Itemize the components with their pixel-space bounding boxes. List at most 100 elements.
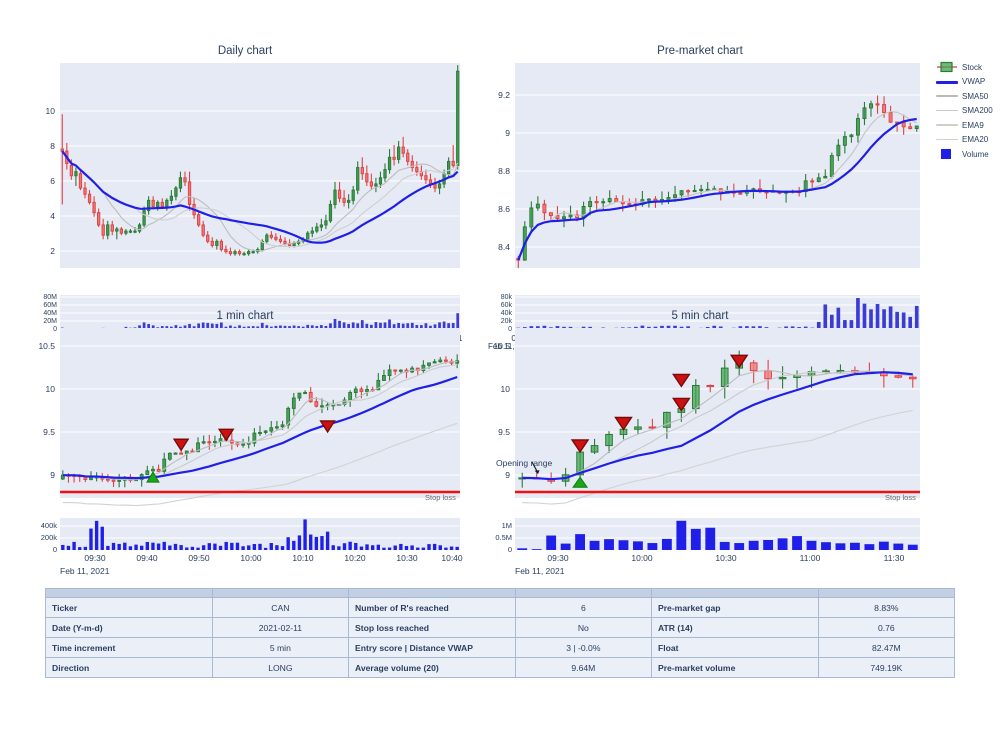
svg-text:0: 0	[508, 326, 512, 333]
svg-text:80M: 80M	[43, 294, 57, 301]
legend-label-ema20: EMA20	[962, 135, 989, 145]
cell-key-stop-loss-reached: Stop loss reached	[347, 617, 516, 638]
svg-text:20M: 20M	[43, 318, 57, 325]
onemin-chart-canvas[interactable]: 10.5 10 9.5 9	[20, 310, 470, 510]
svg-text:9: 9	[505, 128, 510, 138]
onemin-candles	[60, 354, 460, 488]
line-icon-sma50	[936, 90, 958, 102]
svg-text:80k: 80k	[501, 294, 513, 301]
fivemin-chart-panel: 5 min chart 10.5 10 9.5 9 Open	[470, 310, 930, 576]
svg-text:10.5: 10.5	[493, 341, 510, 351]
trade-summary-table: Ticker CAN Number of R's reached 6 Pre-m…	[45, 588, 956, 678]
onemin-ema9-line	[62, 360, 458, 481]
chart-legend: Stock VWAP SMA50 SMA200 EMA9 EMA20 Volum…	[936, 60, 1000, 162]
svg-text:0: 0	[53, 545, 57, 554]
cell-value-atr: 0.76	[817, 617, 956, 638]
svg-text:2: 2	[50, 246, 55, 256]
svg-text:10: 10	[46, 384, 56, 394]
onemin-xtick-7: 10:40	[441, 553, 463, 563]
cell-key-r-reached: Number of R's reached	[347, 597, 516, 618]
legend-label-volume: Volume	[962, 149, 989, 159]
svg-text:10: 10	[46, 106, 56, 116]
legend-label-sma50: SMA50	[962, 91, 989, 101]
fivemin-sma-line	[522, 409, 913, 505]
svg-text:40M: 40M	[43, 310, 57, 317]
cell-value-premarket-gap: 8.83%	[817, 597, 956, 618]
premarket-date-label: Feb 11, 2021	[488, 342, 535, 351]
svg-text:0: 0	[53, 326, 57, 333]
legend-item-ema9[interactable]: EMA9	[936, 118, 1000, 133]
daily-vwap-line	[61, 150, 459, 244]
table-row: Time increment 5 min Entry score | Dista…	[45, 637, 956, 658]
onemin-xtick-4: 10:10	[292, 553, 314, 563]
svg-text:0: 0	[508, 545, 512, 554]
fivemin-ema9-line	[522, 369, 913, 480]
line-icon-ema9	[936, 119, 958, 131]
cell-key-date: Date (Y-m-d)	[45, 617, 213, 638]
fivemin-date-label: Feb 11, 2021	[515, 566, 565, 576]
daily-chart-canvas[interactable]: 10 8 6 4 2	[20, 45, 470, 300]
candle-icon	[936, 61, 958, 73]
onemin-xtick-0: 09:30	[84, 553, 106, 563]
cell-value-r-reached: 6	[514, 597, 652, 618]
daily-sma50-line	[61, 150, 459, 252]
fivemin-xtick-1: 10:00	[631, 553, 653, 563]
cell-value-average-volume: 9.64M	[514, 657, 652, 678]
legend-item-sma50[interactable]: SMA50	[936, 89, 1000, 104]
svg-text:8.4: 8.4	[498, 242, 510, 252]
legend-item-stock[interactable]: Stock	[936, 60, 1000, 75]
svg-text:200k: 200k	[41, 533, 58, 542]
svg-text:9.5: 9.5	[43, 427, 55, 437]
fivemin-xtick-0: 09:30	[547, 553, 569, 563]
legend-item-vwap[interactable]: VWAP	[936, 75, 1000, 90]
cell-key-atr: ATR (14)	[650, 617, 819, 638]
table-row: Direction LONG Average volume (20) 9.64M…	[45, 657, 956, 678]
cell-value-float: 82.47M	[817, 637, 956, 658]
onemin-xtick-5: 10:20	[344, 553, 366, 563]
svg-text:10: 10	[501, 384, 511, 394]
legend-item-sma200[interactable]: SMA200	[936, 104, 1000, 119]
fivemin-volume-canvas[interactable]: 1M 0.5M 0 09:30 10:00 10:30 11:00 11:30	[470, 510, 930, 566]
cell-key-average-volume: Average volume (20)	[347, 657, 516, 678]
cell-value-entry-score: 3 | -0.0%	[514, 637, 652, 658]
svg-text:20k: 20k	[501, 318, 513, 325]
onemin-stop-loss-label: Stop loss	[425, 493, 456, 502]
svg-text:40k: 40k	[501, 310, 513, 317]
onemin-chart-title: 1 min chart	[216, 310, 274, 322]
line-icon-sma200	[936, 105, 958, 117]
onemin-date-label: Feb 11, 2021	[60, 566, 110, 576]
fivemin-chart-canvas[interactable]: 10.5 10 9.5 9	[470, 310, 930, 510]
fivemin-vwap-line	[522, 371, 913, 481]
svg-text:8.6: 8.6	[498, 204, 510, 214]
premarket-chart-canvas[interactable]: 9.2 9 8.8 8.6 8.4	[470, 45, 930, 300]
cell-key-premarket-volume: Pre-market volume	[650, 657, 819, 678]
svg-text:4: 4	[50, 211, 55, 221]
svg-text:10.5: 10.5	[38, 341, 55, 351]
legend-label-sma200: SMA200	[962, 106, 993, 116]
cell-key-premarket-gap: Pre-market gap	[650, 597, 819, 618]
cell-value-premarket-volume: 749.19K	[817, 657, 956, 678]
fivemin-xtick-3: 11:00	[800, 553, 821, 563]
legend-item-ema20[interactable]: EMA20	[936, 133, 1000, 148]
cell-key-ticker: Ticker	[45, 597, 213, 618]
daily-chart-panel: Daily chart 10 8 6 4 2	[20, 45, 470, 343]
legend-item-volume[interactable]: Volume	[936, 147, 1000, 162]
line-icon-vwap	[936, 76, 958, 88]
svg-text:400k: 400k	[41, 521, 58, 530]
table-header-row	[45, 588, 956, 598]
onemin-xtick-6: 10:30	[396, 553, 418, 563]
onemin-sma-line	[62, 422, 458, 507]
cell-value-date: 2021-02-11	[211, 617, 349, 638]
daily-chart-title: Daily chart	[217, 45, 273, 57]
onemin-vwap-line	[62, 376, 458, 480]
legend-label-stock: Stock	[962, 62, 983, 72]
cell-value-time-increment: 5 min	[211, 637, 349, 658]
table-row: Date (Y-m-d) 2021-02-11 Stop loss reache…	[45, 617, 956, 638]
svg-text:60k: 60k	[501, 302, 513, 309]
fivemin-xtick-4: 11:30	[884, 553, 905, 563]
opening-range-annotation: Opening range	[496, 458, 553, 468]
fivemin-volume-bars	[517, 520, 918, 550]
svg-text:9.2: 9.2	[498, 90, 510, 100]
